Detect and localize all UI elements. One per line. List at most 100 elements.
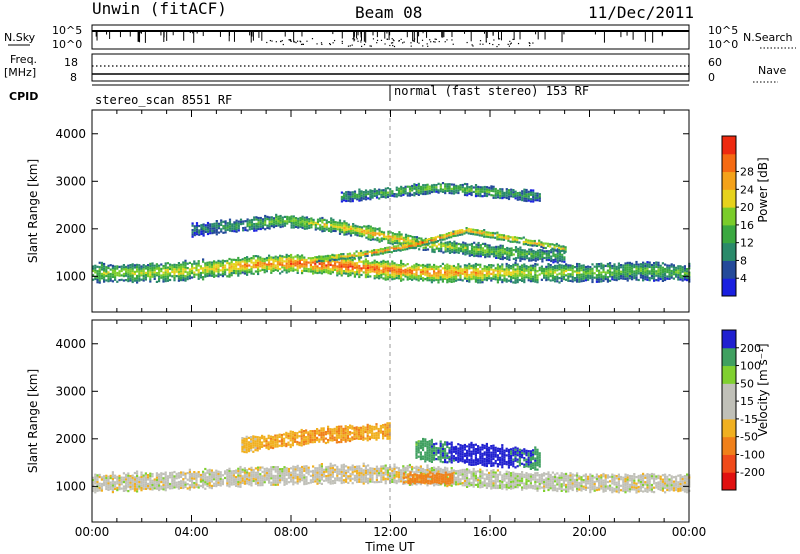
- velocity-cell: [219, 482, 222, 485]
- power-cell: [386, 269, 389, 272]
- power-cell: [495, 254, 498, 257]
- power-cell: [602, 270, 605, 274]
- power-cell: [202, 230, 205, 233]
- power-cell: [100, 266, 103, 269]
- power-cell: [593, 272, 596, 275]
- power-cell: [235, 263, 238, 266]
- power-cell: [545, 252, 548, 255]
- power-cell: [411, 238, 414, 241]
- velocity-cell: [177, 483, 180, 486]
- power-cell: [483, 188, 486, 191]
- power-cell: [536, 278, 539, 282]
- power-cell: [360, 192, 363, 195]
- power-cell: [472, 268, 475, 271]
- power-cell: [144, 271, 147, 274]
- velocity-cell: [301, 465, 304, 469]
- power-cell: [459, 243, 463, 246]
- power-cell: [378, 268, 381, 271]
- power-cell: [404, 240, 408, 243]
- power-cell: [298, 257, 301, 260]
- power-cell: [411, 187, 414, 190]
- power-cell: [244, 226, 247, 229]
- power-cell: [142, 277, 145, 280]
- power-cell: [226, 224, 229, 227]
- power-cell: [254, 259, 257, 262]
- power-cell: [613, 276, 616, 279]
- power-cell: [353, 194, 357, 198]
- power-cell: [686, 270, 689, 273]
- power-cell: [307, 268, 310, 271]
- power-cell: [501, 265, 504, 268]
- power-cell: [617, 277, 620, 281]
- power-cell: [505, 265, 508, 268]
- power-cell: [158, 271, 161, 274]
- velocity-cell: [149, 477, 152, 480]
- velocity-cell: [94, 491, 97, 494]
- power-cell: [525, 193, 528, 196]
- power-cell: [395, 249, 398, 252]
- velocity-cell: [351, 477, 354, 480]
- velocity-cell: [437, 468, 440, 471]
- velocity-cell: [378, 480, 381, 484]
- power-cell: [659, 273, 662, 276]
- power-cell: [382, 264, 385, 267]
- power-cell: [428, 263, 431, 266]
- power-cell: [224, 271, 227, 274]
- power-cell: [554, 271, 557, 274]
- power-cell: [96, 278, 99, 282]
- power-cell: [347, 266, 350, 269]
- velocity-cell: [118, 481, 121, 484]
- velocity-cell: [160, 474, 163, 477]
- velocity-cell: [340, 470, 343, 474]
- velocity-cell: [144, 476, 147, 479]
- power-cell: [439, 238, 442, 241]
- power-cell: [257, 264, 260, 267]
- power-cell: [193, 275, 196, 278]
- power-cell: [545, 254, 548, 257]
- power-cell: [281, 266, 284, 269]
- velocity-cell: [169, 471, 172, 475]
- power-cell: [402, 239, 405, 242]
- velocity-cell: [114, 485, 117, 488]
- velocity-cell: [252, 479, 255, 483]
- power-cell: [508, 247, 511, 250]
- velocity-cell: [169, 487, 172, 490]
- power-cell: [193, 267, 196, 270]
- power-cell: [525, 254, 529, 258]
- power-cell: [337, 253, 341, 257]
- power-cell: [547, 278, 550, 281]
- power-cell: [204, 224, 207, 227]
- power-cell: [628, 277, 631, 280]
- power-cell: [400, 185, 403, 188]
- power-cell: [553, 246, 556, 249]
- power-cell: [534, 253, 537, 256]
- power-cell: [406, 248, 409, 251]
- power-cell: [595, 269, 598, 272]
- power-cell: [402, 189, 405, 192]
- colorbar-swatch: [722, 278, 736, 297]
- power-cell: [140, 272, 143, 275]
- power-cell: [200, 230, 203, 233]
- power-cell: [213, 231, 216, 234]
- velocity-cell: [103, 481, 106, 484]
- power-cell: [467, 230, 470, 233]
- power-cell: [431, 248, 434, 251]
- power-cell: [468, 243, 471, 246]
- power-cell: [580, 277, 583, 281]
- power-cell: [340, 198, 343, 201]
- power-cell: [305, 263, 308, 266]
- power-cell: [182, 263, 185, 266]
- power-cell: [288, 218, 291, 221]
- velocity-cell: [356, 474, 359, 477]
- power-cell: [440, 243, 443, 246]
- power-cell: [337, 256, 341, 259]
- velocity-cell: [210, 476, 213, 479]
- power-cell: [549, 272, 552, 275]
- power-cell: [434, 238, 437, 241]
- power-cell: [191, 267, 194, 270]
- power-cell: [505, 192, 508, 195]
- velocity-cell: [296, 480, 299, 483]
- power-cell: [336, 226, 339, 229]
- power-cell: [380, 260, 383, 263]
- power-cell: [635, 278, 638, 281]
